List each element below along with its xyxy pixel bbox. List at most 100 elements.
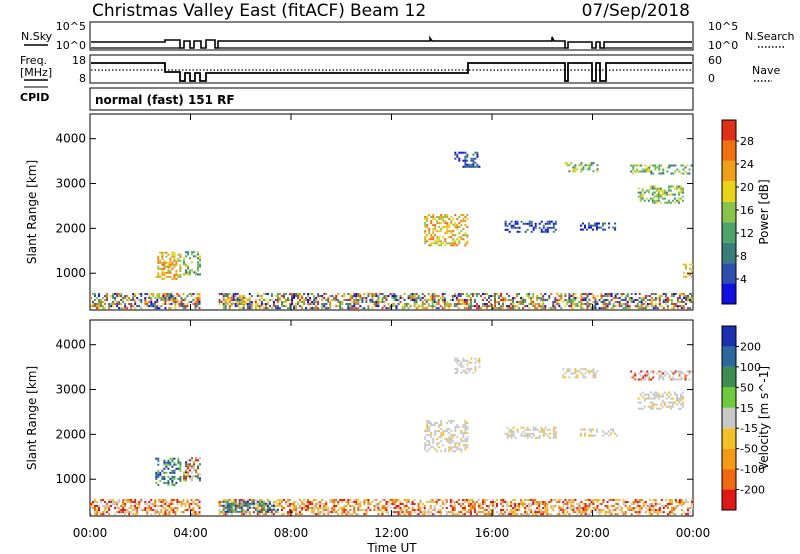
velocity-cell bbox=[454, 434, 457, 437]
velocity-cell bbox=[177, 457, 180, 460]
power-cell bbox=[373, 295, 376, 297]
velocity-cell bbox=[572, 509, 575, 511]
power-cell bbox=[494, 307, 496, 310]
velocity-cell bbox=[610, 511, 613, 514]
power-cell bbox=[187, 265, 189, 268]
power-cell bbox=[650, 297, 653, 299]
power-cell bbox=[385, 307, 388, 310]
power-cell bbox=[187, 273, 189, 276]
power-cell bbox=[369, 293, 372, 295]
velocity-cell bbox=[655, 391, 658, 394]
velocity-cell bbox=[285, 501, 287, 503]
velocity-cell bbox=[532, 426, 535, 429]
velocity-cell bbox=[122, 499, 125, 501]
power-cell bbox=[317, 295, 320, 297]
power-cell bbox=[167, 271, 170, 274]
velocity-cell bbox=[540, 513, 543, 516]
power-cell bbox=[520, 301, 523, 303]
power-cell bbox=[600, 297, 603, 299]
power-cell bbox=[242, 307, 245, 310]
velocity-cell bbox=[469, 509, 472, 511]
velocity-cell bbox=[367, 505, 370, 507]
power-cell bbox=[512, 307, 515, 310]
power-cell bbox=[691, 299, 693, 301]
power-cell bbox=[572, 297, 575, 299]
velocity-cell bbox=[590, 370, 593, 373]
power-cell bbox=[345, 299, 348, 301]
power-cell bbox=[421, 307, 424, 310]
power-cell bbox=[349, 299, 352, 301]
power-cell bbox=[389, 293, 392, 295]
power-cell bbox=[250, 303, 253, 305]
velocity-cell bbox=[450, 422, 453, 424]
velocity-cell bbox=[433, 509, 436, 511]
power-cell bbox=[415, 303, 418, 305]
velocity-cell bbox=[438, 426, 441, 429]
power-cell bbox=[658, 305, 661, 308]
velocity-cell bbox=[321, 511, 324, 514]
velocity-cell bbox=[512, 430, 515, 433]
power-cell bbox=[110, 303, 113, 305]
power-cell bbox=[136, 297, 139, 299]
power-cell bbox=[395, 299, 398, 301]
power-cell bbox=[152, 293, 155, 295]
power-cell bbox=[301, 295, 304, 297]
velocity-cell bbox=[432, 424, 435, 427]
power-cell bbox=[572, 166, 575, 169]
power-cell bbox=[444, 222, 447, 225]
power-cell bbox=[196, 305, 199, 308]
velocity-cell bbox=[407, 499, 410, 501]
power-cell bbox=[158, 307, 161, 310]
power-cell bbox=[528, 307, 531, 310]
velocity-cell bbox=[610, 513, 613, 516]
power-cell bbox=[536, 297, 539, 299]
power-cell bbox=[118, 301, 121, 303]
power-cell bbox=[357, 301, 360, 303]
velocity-cell bbox=[130, 511, 133, 514]
power-cell bbox=[433, 299, 436, 301]
velocity-cell bbox=[528, 507, 531, 509]
velocity-cell bbox=[658, 370, 661, 373]
velocity-cell bbox=[293, 509, 295, 511]
power-cell bbox=[604, 295, 607, 297]
velocity-cell bbox=[457, 503, 460, 505]
velocity-cell bbox=[672, 376, 675, 379]
power-cell bbox=[606, 295, 609, 297]
velocity-cell bbox=[672, 509, 675, 511]
power-cell bbox=[532, 305, 535, 308]
power-cell bbox=[574, 164, 577, 167]
velocity-cell bbox=[397, 511, 400, 514]
velocity-cell bbox=[220, 501, 223, 503]
power-cell bbox=[381, 299, 384, 301]
power-cell bbox=[636, 307, 639, 310]
power-cell bbox=[610, 293, 613, 295]
velocity-cell bbox=[295, 513, 297, 516]
power-cell bbox=[112, 305, 115, 308]
velocity-cell bbox=[532, 499, 535, 501]
power-cell bbox=[454, 242, 457, 245]
velocity-cell bbox=[102, 513, 105, 516]
velocity-cell bbox=[675, 393, 678, 396]
velocity-cell bbox=[413, 499, 416, 501]
power-cell bbox=[582, 166, 585, 169]
power-cell bbox=[270, 299, 273, 301]
power-cell bbox=[313, 303, 316, 305]
velocity-cell bbox=[179, 465, 182, 468]
power-cell bbox=[470, 163, 473, 166]
velocity-cell bbox=[508, 511, 511, 514]
velocity-cell bbox=[674, 372, 677, 375]
velocity-cell bbox=[643, 399, 646, 402]
velocity-cell bbox=[424, 446, 427, 449]
velocity-cell bbox=[656, 509, 659, 511]
power-cell bbox=[594, 307, 597, 310]
power-ytick-label: 2000 bbox=[55, 221, 86, 235]
velocity-cell bbox=[554, 432, 557, 435]
velocity-cell bbox=[437, 499, 440, 501]
velocity-cell bbox=[429, 511, 432, 514]
velocity-cell bbox=[94, 509, 96, 511]
power-cell bbox=[182, 299, 185, 301]
power-cell bbox=[641, 197, 644, 200]
power-cell bbox=[161, 277, 164, 280]
power-cell bbox=[353, 295, 356, 297]
power-cell bbox=[162, 299, 165, 301]
